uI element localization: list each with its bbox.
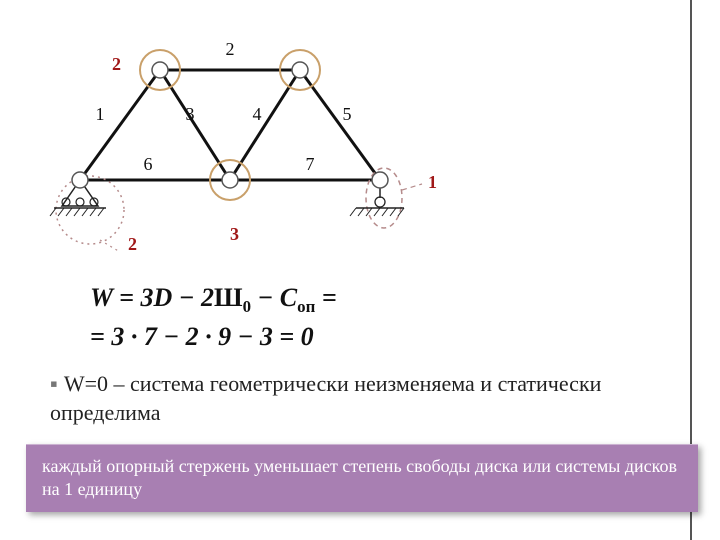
footer-note: каждый опорный стержень уменьшает степен…: [26, 444, 698, 512]
formula-line1-b: − C: [251, 283, 297, 312]
formula-sha: Ш: [214, 283, 243, 312]
formula-block: W = 3D − 2Ш0 − Cоп = = 3 · 7 − 2 · 9 − 3…: [90, 280, 337, 354]
pin-support-callout: [56, 176, 124, 244]
formula-line1-c: =: [315, 283, 336, 312]
truss-diagram: 1 2 3 4 5 6 7 2 1 3 2: [20, 10, 520, 260]
node-E: [372, 172, 388, 188]
bar-label-6: 6: [144, 154, 153, 174]
formula-sub0: 0: [243, 297, 251, 316]
bullet-icon: ▪: [50, 371, 58, 396]
formula-line2: = 3 · 7 − 2 · 9 − 3 = 0: [90, 319, 337, 354]
roller-leader: [402, 184, 422, 190]
node-B: [152, 62, 168, 78]
conclusion-body: W=0 – система геометрически неизменяема …: [50, 371, 601, 425]
roller-support-icon: [375, 197, 385, 207]
bar-label-7: 7: [306, 154, 315, 174]
bar-label-5: 5: [343, 104, 352, 124]
bar-label-3: 3: [186, 104, 195, 124]
pin-leader: [100, 240, 120, 252]
red-label-3: 2: [128, 234, 137, 254]
node-D: [292, 62, 308, 78]
formula-line1-a: W = 3D − 2: [90, 283, 214, 312]
bar-label-4: 4: [253, 104, 262, 124]
red-label-1: 1: [428, 172, 437, 192]
node-A: [72, 172, 88, 188]
red-label-2: 3: [230, 224, 239, 244]
footer-text: каждый опорный стержень уменьшает степен…: [42, 456, 677, 499]
formula-subop: оп: [297, 297, 315, 316]
conclusion-text: ▪W=0 – система геометрически неизменяема…: [50, 370, 650, 427]
node-C: [222, 172, 238, 188]
red-label-0: 2: [112, 54, 121, 74]
bar-label-2: 2: [226, 39, 235, 59]
bar-label-1: 1: [96, 104, 105, 124]
